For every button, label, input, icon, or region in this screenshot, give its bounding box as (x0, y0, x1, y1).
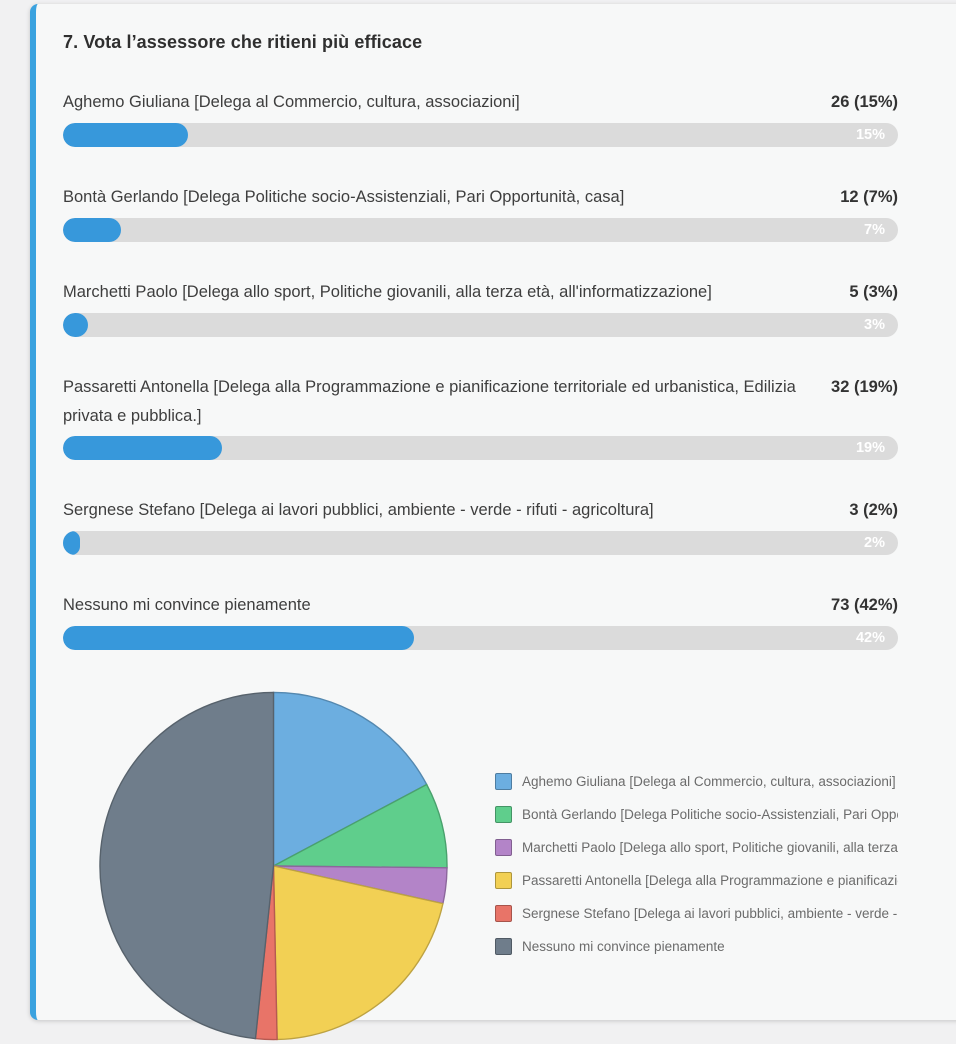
legend-label: Bontà Gerlando [Delega Politiche socio-A… (522, 806, 898, 822)
option-head: Bontà Gerlando [Delega Politiche socio-A… (63, 183, 898, 212)
option-label: Passaretti Antonella [Delega alla Progra… (63, 377, 796, 425)
option-label: Aghemo Giuliana [Delega al Commercio, cu… (63, 93, 520, 111)
bar-percent-label: 3% (864, 316, 885, 333)
bar-percent-label: 15% (855, 126, 885, 143)
poll-option-row: Marchetti Paolo [Delega allo sport, Poli… (63, 278, 898, 337)
bar-percent-label: 19% (855, 440, 885, 457)
pie-slice (272, 691, 428, 868)
poll-content: 7. Vota l’assessore che ritieni più effi… (36, 4, 898, 1044)
legend-color-swatch (495, 805, 512, 823)
pie-slice (99, 691, 275, 1040)
result-bar-track: 42% (63, 626, 898, 651)
poll-option-row: Aghemo Giuliana [Delega al Commercio, cu… (63, 88, 898, 147)
option-head: Marchetti Paolo [Delega allo sport, Poli… (63, 278, 898, 307)
legend-label: Passaretti Antonella [Delega alla Progra… (522, 872, 898, 888)
poll-question-title: 7. Vota l’assessore che ritieni più effi… (63, 32, 423, 52)
option-head: Aghemo Giuliana [Delega al Commercio, cu… (63, 88, 898, 117)
legend-label: Nessuno mi convince pienamente (522, 938, 725, 954)
result-bar-track: 3% (63, 312, 898, 337)
option-label: Marchetti Paolo [Delega allo sport, Poli… (63, 282, 712, 301)
result-bar-fill (63, 122, 189, 147)
result-bar-track: 15% (63, 122, 898, 147)
result-bar-track: 2% (63, 531, 898, 556)
option-head: Passaretti Antonella [Delega alla Progra… (63, 373, 898, 431)
option-votes-count: 12 (7%) (840, 187, 898, 206)
option-votes-count: 73 (42%) (831, 596, 898, 615)
bar-percent-label: 7% (864, 221, 885, 238)
legend-item: Nessuno mi convince pienamente (495, 937, 898, 955)
option-label: Nessuno mi convince pienamente (63, 596, 311, 615)
option-votes-count: 5 (3%) (849, 282, 898, 301)
legend-item: Marchetti Paolo [Delega allo sport, Poli… (495, 838, 898, 856)
poll-option-row: Passaretti Antonella [Delega alla Progra… (63, 373, 898, 461)
poll-results-card: 7. Vota l’assessore che ritieni più effi… (30, 4, 956, 1041)
pie-legend: Aghemo Giuliana [Delega al Commercio, cu… (495, 688, 898, 970)
legend-item: Sergnese Stefano [Delega ai lavori pubbl… (495, 904, 898, 922)
result-bar-fill (63, 312, 89, 337)
result-bar-fill (63, 217, 122, 242)
poll-option-row: Nessuno mi convince pienamente 73 (42%) … (63, 591, 898, 651)
result-bar-track: 19% (63, 436, 898, 461)
poll-option-row: Sergnese Stefano [Delega ai lavori pubbl… (63, 496, 898, 556)
legend-item: Bontà Gerlando [Delega Politiche socio-A… (495, 805, 898, 823)
option-votes-count: 26 (15%) (831, 93, 898, 111)
result-bar-fill (63, 626, 414, 651)
legend-label: Aghemo Giuliana [Delega al Commercio, cu… (522, 773, 896, 789)
poll-option-row: Bontà Gerlando [Delega Politiche socio-A… (63, 183, 898, 242)
option-head: Nessuno mi convince pienamente 73 (42%) (63, 591, 898, 620)
legend-color-swatch (495, 871, 512, 889)
result-bar-fill (63, 531, 80, 556)
result-bar-track: 7% (63, 217, 898, 242)
option-votes-count: 32 (19%) (831, 377, 898, 396)
legend-item: Passaretti Antonella [Delega alla Progra… (495, 871, 898, 889)
bar-percent-label: 2% (864, 535, 885, 552)
option-head: Sergnese Stefano [Delega ai lavori pubbl… (63, 496, 898, 525)
legend-color-swatch (495, 937, 512, 955)
pie-chart (99, 691, 448, 1041)
legend-color-swatch (495, 772, 512, 790)
legend-item: Aghemo Giuliana [Delega al Commercio, cu… (495, 772, 898, 790)
option-votes-count: 3 (2%) (849, 501, 898, 520)
legend-label: Sergnese Stefano [Delega ai lavori pubbl… (522, 905, 898, 921)
result-bar-fill (63, 436, 222, 461)
bar-percent-label: 42% (855, 630, 885, 647)
legend-color-swatch (495, 838, 512, 856)
options-list: Aghemo Giuliana [Delega al Commercio, cu… (63, 88, 898, 651)
pie-section: Aghemo Giuliana [Delega al Commercio, cu… (63, 688, 898, 1044)
option-label: Bontà Gerlando [Delega Politiche socio-A… (63, 187, 625, 206)
legend-label: Marchetti Paolo [Delega allo sport, Poli… (522, 839, 898, 855)
legend-color-swatch (495, 904, 512, 922)
option-label: Sergnese Stefano [Delega ai lavori pubbl… (63, 501, 654, 520)
